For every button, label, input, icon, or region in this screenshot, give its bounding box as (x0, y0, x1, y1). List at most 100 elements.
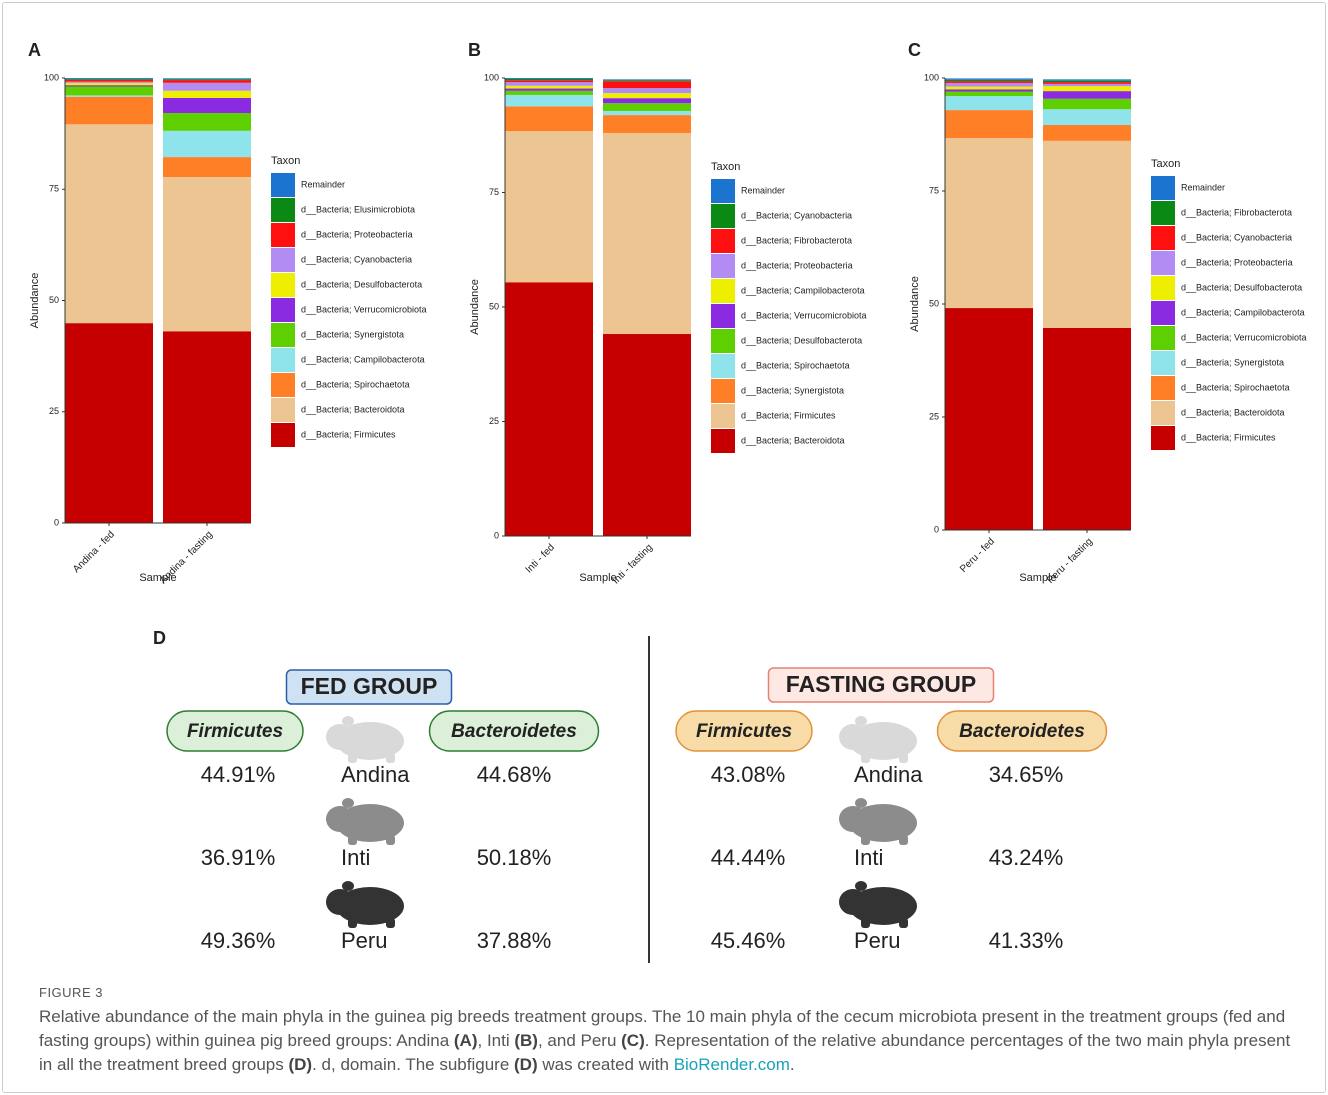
phylum-label: Firmicutes (187, 721, 283, 742)
bar-segment (945, 81, 1033, 83)
link[interactable]: BioRender.com (674, 1055, 790, 1074)
icon (326, 881, 404, 928)
bar-segment (945, 87, 1033, 90)
group-title: FED GROUP (301, 673, 438, 699)
legend-swatch (711, 304, 735, 328)
y-tick-label: 100 (484, 72, 499, 82)
phylum-label: Firmicutes (696, 721, 792, 742)
percentage: 44.68% (477, 762, 552, 787)
legend-swatch (711, 404, 735, 428)
legend-label: d__Bacteria; Proteobacteria (301, 229, 413, 239)
x-tick-label: Peru - fed (958, 536, 997, 575)
bar-segment (1043, 79, 1131, 80)
legend-label: d__Bacteria; Firmicutes (741, 410, 836, 420)
caption-ref: (D) (514, 1055, 538, 1074)
y-tick-label: 50 (49, 295, 59, 305)
y-tick-label: 25 (489, 416, 499, 426)
caption-text: , and Peru (538, 1031, 621, 1050)
x-tick-label: Inti - fed (524, 542, 557, 575)
legend-label: d__Bacteria; Synergistota (301, 329, 404, 339)
icon (326, 798, 404, 845)
percentage: 43.08% (711, 762, 786, 787)
legend-label: d__Bacteria; Cyanobacteria (1181, 232, 1292, 242)
bar-segment (945, 96, 1033, 110)
percentage: 41.33% (989, 928, 1064, 953)
legend-label: d__Bacteria; Campilobacterota (1181, 307, 1305, 317)
legend-swatch (1151, 176, 1175, 200)
bar-segment (1043, 86, 1131, 91)
bar-segment (505, 91, 593, 95)
percentage: 36.91% (201, 845, 276, 870)
bar-segment (505, 80, 593, 82)
legend-swatch (1151, 351, 1175, 375)
bar-segment (1043, 109, 1131, 125)
figure: D A0255075100Andina - fedAndina - fastin… (2, 2, 1326, 1093)
bar-segment (505, 282, 593, 536)
caption: Relative abundance of the main phyla in … (39, 1005, 1299, 1077)
bar-segment (1043, 99, 1131, 109)
x-tick-label: Andina - fed (71, 529, 117, 575)
legend-label: d__Bacteria; Spirochaetota (301, 379, 410, 389)
bar-segment (1043, 84, 1131, 86)
bar-segment (505, 79, 593, 80)
y-tick-label: 0 (494, 530, 499, 540)
percentage: 44.91% (201, 762, 276, 787)
bar-segment (163, 131, 251, 157)
y-tick-label: 50 (489, 301, 499, 311)
legend-label: d__Bacteria; Bacteroidota (301, 404, 405, 414)
legend-swatch (271, 348, 295, 372)
icon (839, 716, 917, 763)
legend-label: d__Bacteria; Proteobacteria (1181, 257, 1293, 267)
y-tick-label: 0 (54, 517, 59, 527)
bar-segment (945, 110, 1033, 138)
legend-label: d__Bacteria; Desulfobacterota (741, 335, 862, 345)
legend-title: Taxon (711, 161, 740, 173)
legend-swatch (271, 423, 295, 447)
bar-segment (945, 78, 1033, 79)
legend-title: Taxon (1151, 158, 1180, 170)
legend-swatch (271, 398, 295, 422)
legend-label: d__Bacteria; Synergistota (1181, 357, 1284, 367)
bar-segment (163, 157, 251, 177)
percentage: 34.65% (989, 762, 1064, 787)
legend-label: d__Bacteria; Elusimicrobiota (301, 204, 415, 214)
icon (326, 716, 404, 763)
legend-swatch (271, 223, 295, 247)
bar-segment (65, 85, 153, 86)
bar-segment (945, 80, 1033, 81)
legend-swatch (271, 248, 295, 272)
x-tick-label: Inti - fasting (611, 542, 655, 586)
legend-swatch (711, 254, 735, 278)
legend-swatch (711, 204, 735, 228)
y-tick-label: 0 (934, 524, 939, 534)
bar-segment (163, 177, 251, 331)
legend-label: d__Bacteria; Fibrobacterota (741, 235, 852, 245)
bar-segment (505, 86, 593, 89)
legend-swatch (711, 329, 735, 353)
legend-swatch (1151, 401, 1175, 425)
legend-swatch (711, 379, 735, 403)
legend-swatch (271, 373, 295, 397)
legend-label: d__Bacteria; Spirochaetota (741, 360, 850, 370)
bar-segment (1043, 91, 1131, 99)
percentage: 43.24% (989, 845, 1064, 870)
y-tick-label: 75 (49, 184, 59, 194)
percentage: 37.88% (477, 928, 552, 953)
panel-label: C (908, 40, 921, 60)
bar-segment (945, 138, 1033, 308)
bar-segment (603, 98, 691, 103)
legend-label: d__Bacteria; Verrucomicrobiota (301, 304, 427, 314)
group-title: FASTING GROUP (786, 671, 976, 697)
bar-segment (1043, 328, 1131, 530)
bar-segment (505, 82, 593, 86)
bar-segment (603, 79, 691, 80)
legend-swatch (1151, 276, 1175, 300)
bar-segment (945, 92, 1033, 97)
panel-label: D (153, 628, 166, 648)
bar-segment (603, 88, 691, 93)
caption-ref: (D) (288, 1055, 312, 1074)
legend-label: d__Bacteria; Verrucomicrobiota (1181, 332, 1307, 342)
bar-segment (65, 97, 153, 125)
icon (839, 798, 917, 845)
bar-segment (505, 95, 593, 106)
